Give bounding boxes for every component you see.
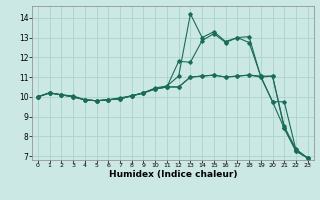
X-axis label: Humidex (Indice chaleur): Humidex (Indice chaleur): [108, 170, 237, 179]
